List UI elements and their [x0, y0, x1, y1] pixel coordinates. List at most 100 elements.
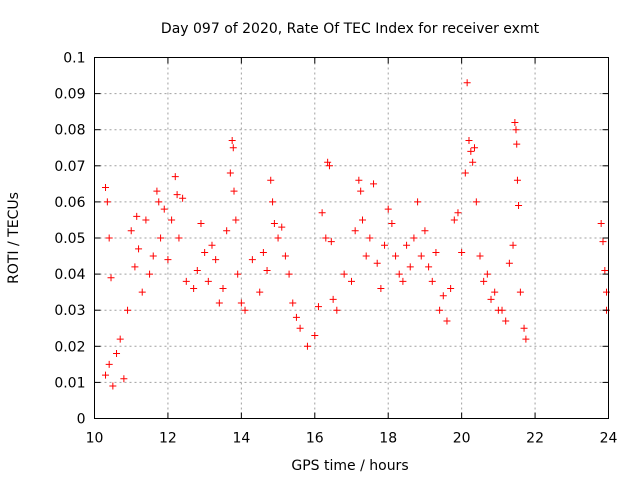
- data-point: [160, 205, 168, 213]
- x-tick-label: 16: [306, 431, 324, 447]
- y-tick-label: 0.05: [54, 231, 85, 247]
- y-tick-label: 0: [77, 412, 86, 428]
- data-point: [333, 306, 341, 314]
- data-point: [505, 259, 513, 267]
- data-point: [223, 227, 231, 235]
- data-point: [171, 173, 179, 181]
- data-point: [463, 79, 471, 87]
- data-point: [164, 256, 172, 264]
- x-tick-label: 20: [453, 431, 471, 447]
- data-point: [142, 216, 150, 224]
- data-point: [450, 216, 458, 224]
- data-point: [259, 248, 267, 256]
- data-point: [491, 288, 499, 296]
- data-point: [237, 299, 245, 307]
- data-point: [155, 198, 163, 206]
- data-point: [388, 220, 396, 228]
- x-tick-label: 22: [526, 431, 544, 447]
- data-point: [472, 198, 480, 206]
- data-point: [513, 176, 521, 184]
- data-point: [470, 144, 478, 152]
- x-axis-label: GPS time / hours: [291, 458, 408, 474]
- data-point: [467, 147, 475, 155]
- data-point: [348, 277, 355, 285]
- y-axis-ticks: 0 0.01 0.02 0.03 0.04 0.05 0.06 0.07 0.08 0.09 0.1: [54, 51, 609, 428]
- data-point: [267, 176, 275, 184]
- data-point: [436, 306, 444, 314]
- data-point: [425, 263, 433, 271]
- data-point: [120, 375, 128, 383]
- data-point: [102, 371, 110, 379]
- data-point: [157, 234, 165, 242]
- data-point: [395, 270, 403, 278]
- data-point: [234, 270, 242, 278]
- data-point: [522, 335, 530, 343]
- data-point: [168, 216, 176, 224]
- y-tick-label: 0.08: [54, 123, 85, 139]
- data-point: [458, 248, 466, 256]
- data-point: [410, 234, 418, 242]
- x-tick-label: 14: [232, 431, 250, 447]
- x-tick-label: 10: [86, 431, 104, 447]
- data-point: [516, 288, 524, 296]
- data-point: [127, 227, 135, 235]
- data-point: [324, 158, 332, 166]
- y-tick-label: 0.09: [54, 87, 85, 103]
- data-point: [212, 256, 220, 264]
- data-point: [182, 277, 190, 285]
- data-point: [599, 238, 607, 246]
- data-point: [138, 288, 146, 296]
- data-point: [417, 252, 425, 260]
- data-point: [377, 285, 385, 293]
- data-point: [447, 285, 455, 293]
- data-point: [520, 324, 528, 332]
- data-point: [124, 306, 132, 314]
- data-point: [513, 140, 521, 148]
- data-point: [327, 238, 335, 246]
- data-point: [414, 198, 422, 206]
- data-point: [146, 270, 154, 278]
- data-point: [109, 382, 117, 390]
- chart-title: Day 097 of 2020, Rate Of TEC Index for r…: [161, 21, 540, 37]
- data-point: [406, 263, 414, 271]
- data-point: [403, 241, 411, 249]
- data-point: [502, 317, 510, 325]
- data-point: [381, 241, 389, 249]
- data-point: [175, 234, 183, 242]
- data-point: [190, 285, 198, 293]
- data-point: [399, 277, 407, 285]
- data-point: [443, 317, 451, 325]
- data-point: [357, 187, 365, 195]
- data-point: [173, 191, 181, 199]
- data-point: [359, 216, 367, 224]
- data-point: [116, 335, 124, 343]
- data-point: [289, 299, 297, 307]
- y-tick-label: 0.01: [54, 375, 85, 391]
- data-point: [509, 241, 517, 249]
- data-point: [256, 288, 264, 296]
- data-point: [153, 187, 161, 195]
- data-point: [340, 270, 348, 278]
- data-point: [480, 277, 488, 285]
- data-point: [439, 292, 447, 300]
- data-point: [179, 194, 187, 202]
- data-point: [355, 176, 363, 184]
- data-point: [487, 295, 495, 303]
- data-point: [366, 234, 374, 242]
- x-tick-label: 12: [159, 431, 177, 447]
- data-point: [392, 252, 400, 260]
- data-point: [201, 248, 209, 256]
- data-point: [274, 234, 282, 242]
- data-point: [230, 187, 238, 195]
- data-point: [311, 331, 319, 339]
- data-point: [351, 227, 359, 235]
- data-point: [248, 256, 256, 264]
- data-point: [204, 277, 212, 285]
- data-point: [228, 137, 236, 145]
- data-point: [102, 183, 110, 191]
- data-point: [362, 252, 370, 260]
- data-point: [511, 118, 519, 126]
- data-point: [263, 266, 271, 274]
- data-point: [107, 274, 115, 282]
